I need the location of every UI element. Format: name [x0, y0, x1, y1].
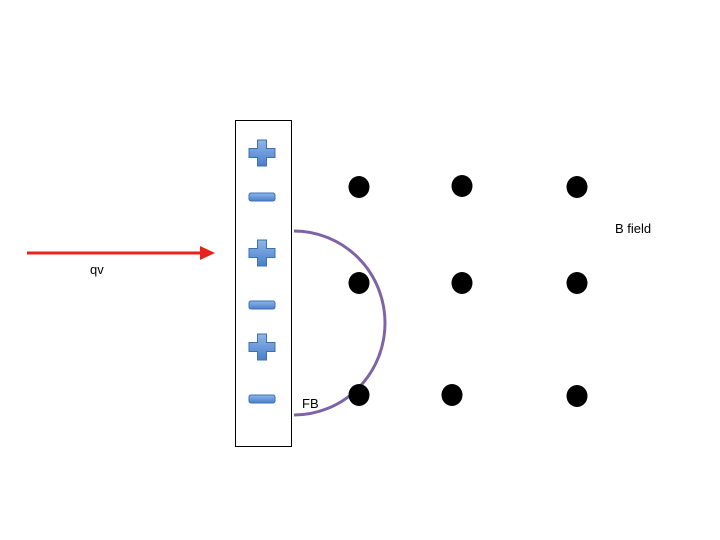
minus-sign-icon	[248, 192, 276, 202]
plus-sign-icon	[248, 239, 276, 267]
plus-sign-icon	[248, 333, 276, 361]
charged-plate	[235, 120, 292, 447]
field-dot-icon	[566, 385, 588, 407]
minus-sign-icon	[248, 300, 276, 310]
force-label: FB	[302, 396, 319, 411]
field-label: B field	[615, 221, 652, 236]
field-dot-icon	[566, 272, 588, 294]
arrow-right-icon	[200, 246, 215, 260]
velocity-label: qv	[90, 262, 104, 277]
velocity-arrow	[27, 246, 215, 260]
field-dots	[348, 175, 588, 407]
field-dot-icon	[451, 272, 473, 294]
plate-signs	[248, 139, 276, 404]
field-dot-icon	[348, 384, 370, 406]
field-dot-icon	[566, 176, 588, 198]
minus-sign-icon	[248, 394, 276, 404]
force-arc	[293, 229, 387, 417]
field-dot-icon	[441, 384, 463, 406]
field-dot-icon	[348, 176, 370, 198]
field-dot-icon	[348, 272, 370, 294]
plus-sign-icon	[248, 139, 276, 167]
field-dot-icon	[451, 175, 473, 197]
